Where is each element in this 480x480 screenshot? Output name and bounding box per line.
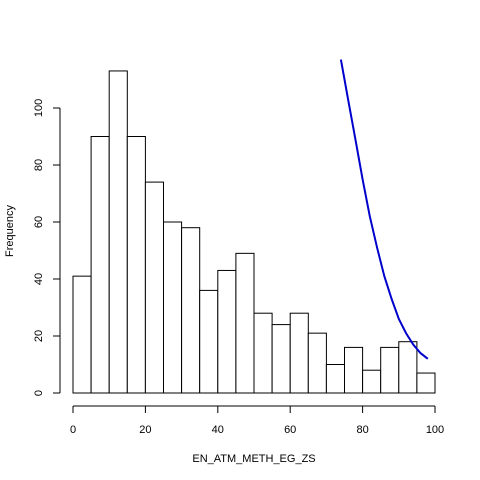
y-axis-title: Frequency — [4, 205, 16, 257]
histogram-bar — [380, 346, 400, 394]
histogram-bar — [398, 341, 418, 394]
curve-group — [339, 59, 429, 360]
histogram-bar — [181, 227, 201, 394]
histogram-bar — [289, 312, 309, 394]
histogram-bar — [90, 136, 110, 394]
y-tick-label: 80 — [33, 159, 45, 171]
y-tick-label: 0 — [33, 390, 45, 396]
density-curve — [339, 59, 429, 360]
histogram-bar — [199, 289, 219, 394]
y-tick-label: 100 — [33, 99, 45, 117]
x-tick-label: 40 — [212, 424, 224, 436]
histogram-bar — [325, 364, 345, 394]
y-tick-label: 60 — [33, 216, 45, 228]
x-tick-label: 20 — [139, 424, 151, 436]
bars-group — [72, 70, 436, 394]
x-axis: 0 20 40 60 80 100 — [70, 405, 444, 436]
y-tick-label: 20 — [33, 330, 45, 342]
x-tick-label: 80 — [356, 424, 368, 436]
histogram-bar — [253, 312, 273, 394]
x-tick-label: 60 — [284, 424, 296, 436]
histogram-bar — [416, 372, 436, 394]
histogram-bar — [144, 181, 164, 394]
histogram-bar — [362, 369, 382, 394]
y-tick-label: 40 — [33, 273, 45, 285]
x-axis-title: EN_ATM_METH_EG_ZS — [192, 453, 315, 465]
y-axis: 0 20 40 60 80 100 — [33, 99, 61, 396]
histogram-bar — [235, 252, 255, 394]
histogram-bar — [307, 332, 327, 394]
histogram-bar — [126, 136, 146, 394]
x-tick-label: 0 — [70, 424, 76, 436]
histogram-bar — [72, 275, 92, 394]
histogram-bar — [217, 269, 237, 394]
histogram-bar — [108, 70, 128, 394]
histogram-bar — [344, 346, 364, 394]
histogram-bar — [163, 221, 183, 394]
histogram-bar — [271, 324, 291, 394]
x-tick-label: 100 — [426, 424, 444, 436]
